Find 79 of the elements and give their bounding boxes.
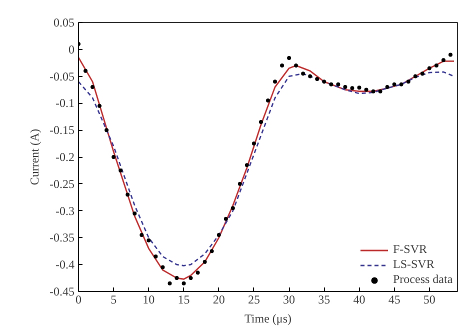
point	[98, 104, 102, 108]
x-tick-label: 15	[178, 292, 190, 306]
y-tick-label: -0.35	[50, 230, 75, 245]
point	[90, 85, 95, 90]
point	[154, 254, 158, 259]
point	[196, 270, 200, 275]
point	[202, 260, 207, 264]
point	[399, 82, 404, 86]
y-tick-label: -0.45	[50, 284, 75, 298]
y-axis-title: Current (A)	[28, 128, 42, 186]
point	[174, 276, 179, 280]
y-tick-label: -0.1	[56, 96, 75, 110]
point	[280, 64, 284, 68]
point	[238, 182, 242, 186]
point	[308, 74, 312, 78]
point	[350, 86, 354, 90]
y-tick-label: -0.2	[56, 150, 75, 164]
point	[420, 72, 424, 76]
x-tick-label: 35	[318, 292, 330, 306]
point	[434, 64, 438, 68]
x-tick-label: 25	[248, 292, 260, 306]
legend-label: F-SVR	[393, 242, 428, 257]
point	[301, 72, 306, 76]
x-tick-label: 40	[353, 292, 366, 306]
y-tick-label: 0	[68, 42, 74, 56]
point	[315, 76, 320, 81]
point	[266, 98, 270, 103]
point	[336, 82, 340, 86]
point	[406, 80, 410, 84]
point	[182, 281, 186, 286]
y-tick-label: -0.4	[56, 258, 75, 272]
point	[188, 276, 193, 280]
y-tick-label: -0.15	[50, 123, 75, 138]
y-tick-label: -0.25	[50, 176, 75, 191]
point	[112, 155, 116, 159]
point	[287, 56, 292, 60]
point	[441, 58, 446, 62]
point	[294, 64, 298, 68]
point	[364, 88, 368, 92]
point	[84, 68, 88, 73]
point	[329, 82, 334, 86]
point	[230, 206, 235, 210]
point	[140, 233, 144, 238]
point	[413, 74, 418, 78]
point	[118, 168, 123, 172]
x-tick-label: 20	[212, 292, 225, 306]
point	[357, 86, 362, 90]
point	[343, 85, 348, 90]
point	[104, 128, 109, 132]
x-tick-label: 50	[423, 292, 436, 306]
point	[252, 142, 256, 146]
point	[258, 120, 263, 124]
point	[244, 163, 249, 168]
x-axis-title: Time (μs)	[244, 312, 292, 326]
point	[146, 238, 151, 242]
point	[322, 80, 326, 84]
point	[210, 249, 214, 254]
y-tick-label: -0.3	[56, 204, 75, 218]
y-tick-label: 0.05	[54, 16, 74, 30]
point	[385, 85, 390, 90]
point	[371, 89, 376, 94]
point	[392, 82, 396, 86]
x-tick-label: 30	[283, 292, 296, 306]
point	[126, 192, 130, 197]
point	[378, 89, 382, 94]
point	[216, 233, 221, 238]
x-tick-label: 45	[388, 292, 400, 306]
point	[273, 80, 278, 84]
x-tick-label: 5	[110, 292, 117, 306]
point	[132, 211, 137, 216]
legend-label: LS-SVR	[393, 257, 436, 272]
y-tick-label: -0.05	[50, 69, 75, 84]
point	[448, 52, 452, 57]
point	[427, 66, 432, 70]
legend-label: Process data	[393, 272, 453, 287]
point	[168, 281, 172, 286]
point	[224, 216, 228, 221]
point	[160, 265, 165, 270]
x-tick-label: 10	[142, 292, 155, 306]
